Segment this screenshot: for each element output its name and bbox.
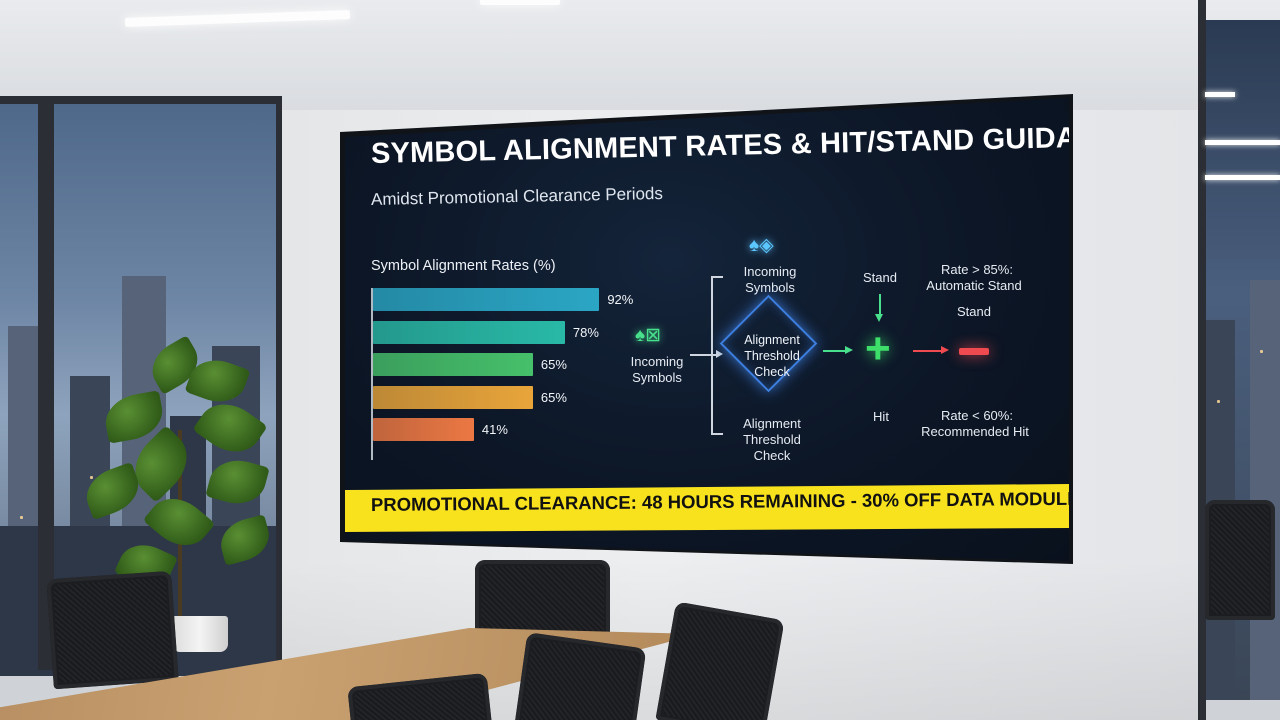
rule-high-line1: Rate > 85%: [941,262,1013,277]
spade-diamond-icon: ♠◈ [749,235,774,256]
chair [46,570,179,690]
alignment-threshold-bottom: Alignment Threshold Check [743,416,801,463]
window-mullion [38,100,54,670]
connector [711,276,723,278]
chair [513,632,647,720]
connector [690,354,716,356]
tv-screen: SYMBOL ALIGNMENT RATES & HIT/STAND GUIDA… [345,98,1069,561]
window-mullion [0,96,282,104]
window-mullion [276,96,282,676]
chart-title: Symbol Alignment Rates (%) [371,258,556,274]
ceiling-light [1205,175,1280,180]
stand-label: Stand [863,270,897,285]
hit-label: Hit [873,409,889,424]
connector [823,350,845,352]
bar-1 [373,288,600,311]
arrow-icon [875,314,883,322]
bar-2 [373,320,565,344]
rule-low-line2: Recommended Hit [921,424,1029,439]
screen-subtitle: Amidst Promotional Clearance Periods [370,183,664,209]
bar-value-label: 65% [540,357,567,372]
arrow-icon [845,346,853,354]
chart-axis [371,288,373,460]
plant-pot [172,616,228,652]
rule-low-line1: Rate < 60%: [941,408,1013,423]
arrow-icon [716,350,723,358]
spade-x-icon: ♠⊠ [635,325,662,346]
incoming-symbols-left: Incoming Symbols [630,354,684,385]
connector [879,294,881,314]
plus-icon: + [865,324,891,373]
rule-high-line3: Stand [957,304,991,319]
promo-banner [345,484,1069,532]
minus-icon [959,348,989,355]
bar-3 [373,353,533,376]
ceiling-light [1205,140,1280,145]
ceiling-light [1205,92,1235,97]
connector [711,433,723,435]
ceiling-light [480,0,560,5]
bar-4 [373,385,533,409]
bar-5 [373,418,474,441]
bar-value-label: 78% [572,324,599,340]
rule-high-line2: Automatic Stand [926,278,1022,293]
connector [711,276,713,434]
bar-value-label: 65% [540,389,567,405]
chair [655,601,785,720]
chair [1205,500,1275,620]
arrow-icon [941,346,949,354]
connector [913,350,941,352]
bar-value-label: 92% [607,292,634,307]
doorway-frame [1198,0,1206,720]
incoming-symbols-top: Incoming Symbols [743,264,797,295]
alignment-threshold-label: Alignment Threshold Check [744,333,800,379]
bar-value-label: 41% [481,422,508,437]
